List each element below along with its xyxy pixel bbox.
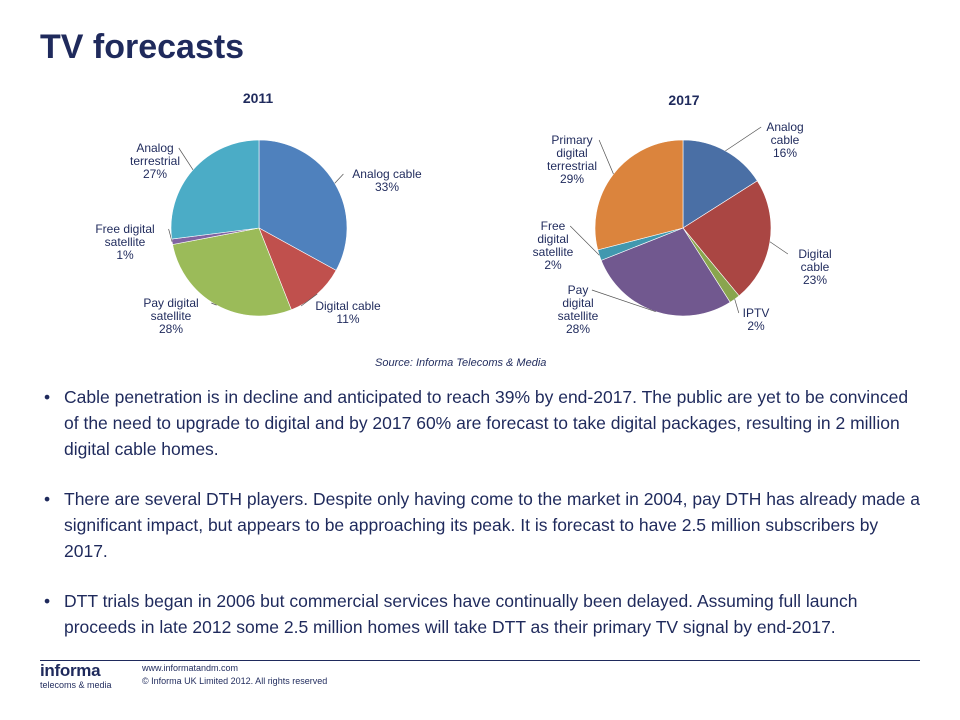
slice-label: Primary digital terrestrial 29% (547, 133, 597, 186)
footer-copyright: © Informa UK Limited 2012. All rights re… (142, 676, 328, 686)
leader-line (725, 126, 762, 152)
leader-line (591, 289, 656, 313)
chart-title: 2017 (668, 92, 699, 108)
informa-logo: informa telecoms & media (40, 661, 112, 691)
bullet-item: Cable penetration is in decline and anti… (42, 384, 922, 462)
pie-slice (594, 139, 684, 251)
footer-divider (40, 660, 920, 661)
leader-line (569, 225, 600, 256)
pie-slice (600, 227, 731, 317)
slice-label: IPTV 2% (743, 306, 770, 333)
pie-chart-2011: 2011 Analog cable 33% Digital cable 11% Pay d… (95, 90, 422, 336)
leader-line (734, 299, 740, 314)
leader-line (168, 228, 173, 242)
leader-line (300, 293, 318, 307)
chart-title: 2011 (243, 90, 274, 106)
bullet-list: Cable penetration is in decline and anti… (42, 384, 922, 664)
slice-label: Analog terrestrial 27% (130, 141, 180, 181)
slice-label: Analog cable 33% (352, 167, 422, 194)
footer-text: www.informatandm.com © Informa UK Limite… (142, 662, 327, 688)
slice-label: Pay digital satellite 28% (558, 283, 599, 336)
leader-line (211, 302, 217, 306)
logo-subtitle: telecoms & media (40, 680, 112, 690)
pie-slice (258, 139, 348, 271)
page-title: TV forecasts (40, 28, 245, 66)
leader-line (598, 139, 614, 175)
pie-charts: 2011 Analog cable 33% Digital cable 11% Pay d… (95, 90, 832, 336)
pie-slice (682, 180, 772, 297)
leader-line (178, 147, 194, 170)
pie-slice (172, 227, 292, 317)
leader-line (769, 241, 789, 255)
slice-label: Analog cable 16% (766, 120, 803, 160)
slice-label: Free digital satellite 1% (95, 222, 154, 262)
footer-url[interactable]: www.informatandm.com (142, 663, 239, 673)
pie-slice (170, 139, 260, 240)
pie-chart-2017: 2017 Analog cable 16% Digital cable 23% IPTV 2% P… (533, 92, 832, 336)
slice-label: Digital cable 11% (315, 299, 381, 326)
slice-label: Digital cable 23% (798, 247, 831, 287)
bullet-item: DTT trials began in 2006 but commercial … (42, 588, 922, 640)
logo-brand: informa (40, 661, 101, 680)
slice-label: Pay digital satellite 28% (143, 296, 198, 336)
leader-line (334, 173, 344, 184)
bullet-item: There are several DTH players. Despite o… (42, 486, 922, 564)
source-note: Source: Informa Telecoms & Media (375, 357, 547, 369)
slice-label: Free digital satellite 2% (533, 219, 574, 272)
